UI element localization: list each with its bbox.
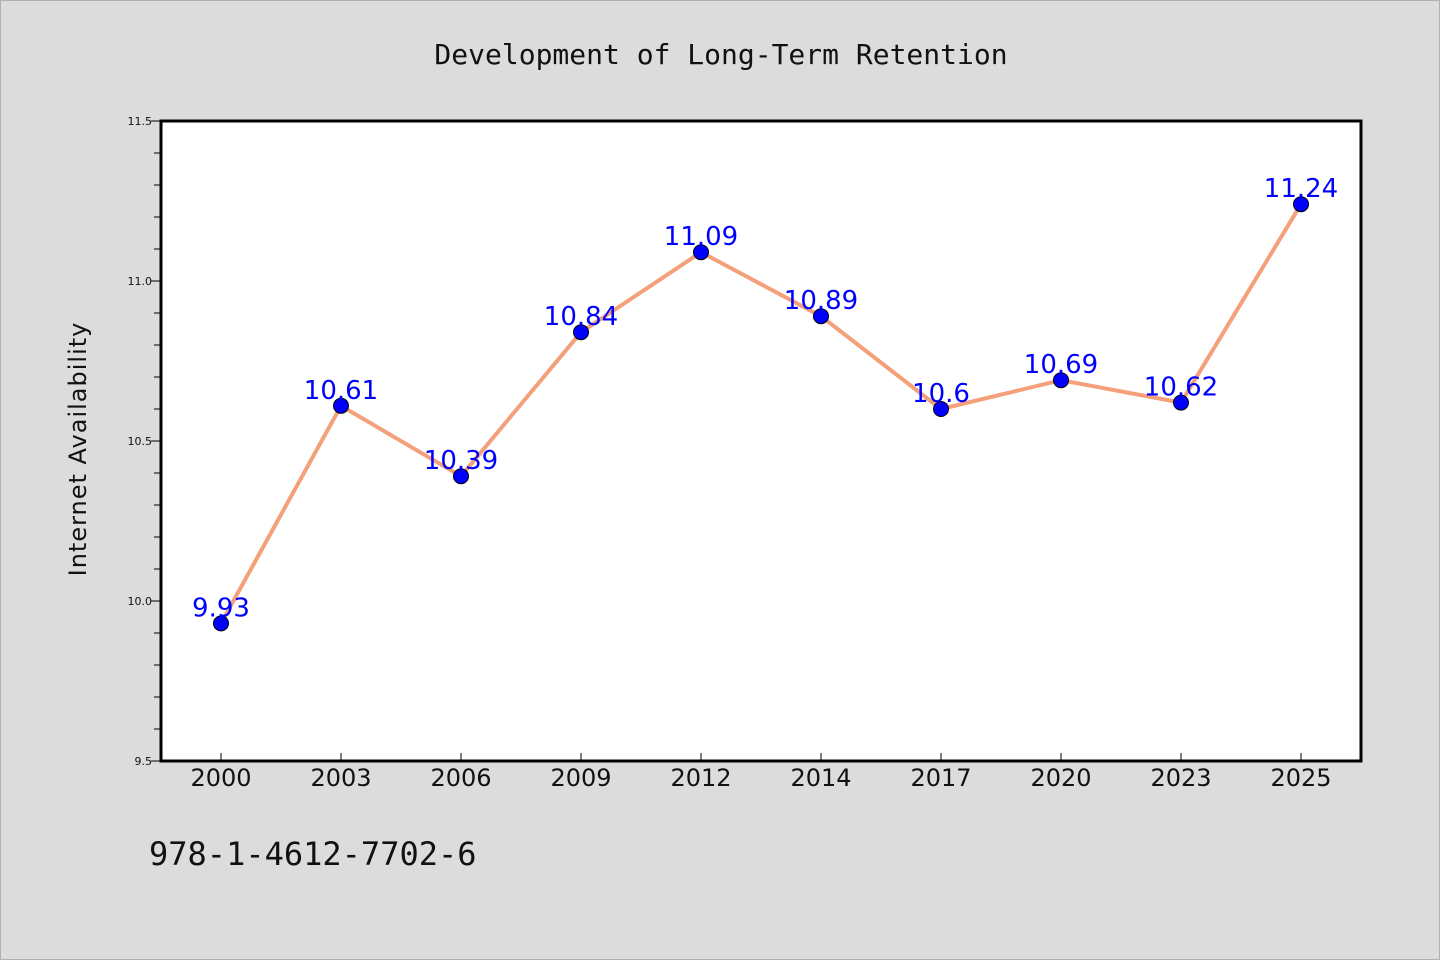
y-tick-label: 11.0 xyxy=(128,275,153,288)
y-tick-label: 10.0 xyxy=(128,595,153,608)
data-label: 10.6 xyxy=(912,379,970,409)
data-point xyxy=(1053,372,1069,389)
data-label: 10.69 xyxy=(1024,350,1098,380)
y-axis-label: Internet Availability xyxy=(64,322,92,577)
data-point xyxy=(573,324,589,341)
data-point xyxy=(933,401,949,417)
data-label: 10.39 xyxy=(424,446,498,476)
data-point xyxy=(693,244,709,261)
x-tick-label: 2020 xyxy=(1030,764,1091,792)
x-tick-label: 2025 xyxy=(1270,764,1331,792)
data-label: 10.61 xyxy=(304,376,378,406)
y-axis: 9.5 10.0 10.5 11.0 11.5 xyxy=(128,115,161,768)
data-point xyxy=(813,308,829,325)
y-tick-label: 10.5 xyxy=(128,435,153,448)
x-tick-label: 2014 xyxy=(790,764,851,792)
data-label: 11.24 xyxy=(1264,174,1338,204)
x-tick-label: 2000 xyxy=(190,764,251,792)
footer-isbn: 978-1-4612-7702-6 xyxy=(149,835,477,873)
x-tick-label: 2009 xyxy=(550,764,611,792)
data-label: 9.93 xyxy=(192,593,250,623)
y-tick-label: 9.5 xyxy=(135,755,153,768)
data-point xyxy=(1173,394,1189,411)
x-axis: 2000 2003 2006 2009 2012 2014 2017 2020 2023 2025 xyxy=(190,753,1332,792)
data-point xyxy=(333,397,349,414)
x-tick-label: 2017 xyxy=(910,764,971,792)
x-tick-label: 2003 xyxy=(310,764,371,792)
plot-area xyxy=(159,119,1363,763)
data-point xyxy=(1293,196,1309,213)
data-label: 11.09 xyxy=(664,222,738,252)
x-tick-label: 2012 xyxy=(670,764,731,792)
data-label: 10.62 xyxy=(1144,373,1218,403)
data-label: 10.84 xyxy=(544,302,618,332)
series-line xyxy=(219,202,1303,626)
x-tick-label: 2006 xyxy=(430,764,491,792)
data-point xyxy=(453,468,469,485)
series-layer xyxy=(213,196,1309,632)
data-point xyxy=(213,615,229,632)
x-tick-label: 2023 xyxy=(1150,764,1211,792)
data-labels-layer: 9.93 10.61 10.39 10.84 11.09 10.89 10.6 10.69 10… xyxy=(192,174,1338,623)
y-tick-label: 11.5 xyxy=(128,115,153,128)
data-label: 10.89 xyxy=(784,286,858,316)
chart-title: Development of Long-Term Retention xyxy=(434,38,1007,71)
